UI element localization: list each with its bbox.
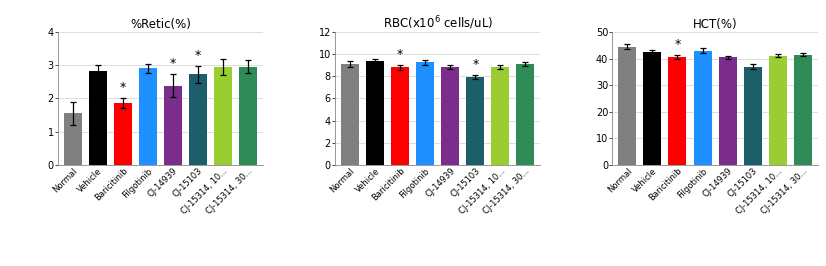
Text: *: * bbox=[120, 81, 126, 94]
Bar bbox=[619, 47, 636, 165]
Bar bbox=[643, 52, 662, 165]
Title: %Retic(%): %Retic(%) bbox=[130, 18, 191, 31]
Bar bbox=[392, 67, 409, 165]
Text: *: * bbox=[674, 38, 681, 51]
Bar bbox=[189, 74, 207, 165]
Title: RBC(x10$^6$ cells/uL): RBC(x10$^6$ cells/uL) bbox=[382, 14, 493, 32]
Bar bbox=[441, 67, 459, 165]
Bar bbox=[516, 64, 534, 165]
Title: HCT(%): HCT(%) bbox=[693, 18, 738, 31]
Bar bbox=[743, 66, 762, 165]
Bar bbox=[794, 55, 812, 165]
Bar bbox=[139, 69, 157, 165]
Text: *: * bbox=[195, 49, 202, 62]
Bar bbox=[341, 64, 359, 165]
Text: *: * bbox=[397, 48, 403, 61]
Text: *: * bbox=[170, 57, 176, 70]
Bar bbox=[114, 103, 132, 165]
Bar bbox=[164, 86, 182, 165]
Bar bbox=[719, 57, 737, 165]
Bar bbox=[467, 77, 484, 165]
Bar bbox=[240, 67, 257, 165]
Bar bbox=[416, 63, 434, 165]
Text: *: * bbox=[472, 58, 478, 70]
Bar bbox=[668, 57, 686, 165]
Bar bbox=[214, 67, 232, 165]
Bar bbox=[89, 71, 107, 165]
Bar bbox=[64, 113, 82, 165]
Bar bbox=[694, 51, 711, 165]
Bar bbox=[769, 56, 786, 165]
Bar bbox=[491, 67, 510, 165]
Bar bbox=[366, 61, 384, 165]
